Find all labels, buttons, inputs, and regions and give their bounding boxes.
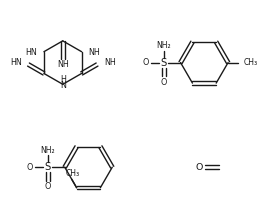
Text: O: O bbox=[161, 78, 167, 87]
Text: O: O bbox=[45, 183, 51, 191]
Text: N: N bbox=[60, 81, 66, 90]
Text: NH: NH bbox=[57, 60, 69, 69]
Text: CH₃: CH₃ bbox=[244, 58, 258, 67]
Text: NH₂: NH₂ bbox=[156, 41, 171, 50]
Text: S: S bbox=[45, 162, 51, 172]
Text: NH: NH bbox=[89, 48, 100, 57]
Text: CH₃: CH₃ bbox=[66, 169, 80, 178]
Text: O: O bbox=[27, 163, 33, 172]
Text: S: S bbox=[161, 58, 167, 68]
Text: HN: HN bbox=[25, 48, 37, 57]
Text: NH₂: NH₂ bbox=[41, 146, 55, 155]
Text: O: O bbox=[196, 163, 203, 172]
Text: HN: HN bbox=[10, 58, 21, 67]
Text: NH: NH bbox=[104, 58, 116, 67]
Text: O: O bbox=[143, 58, 149, 67]
Text: H: H bbox=[60, 75, 66, 84]
